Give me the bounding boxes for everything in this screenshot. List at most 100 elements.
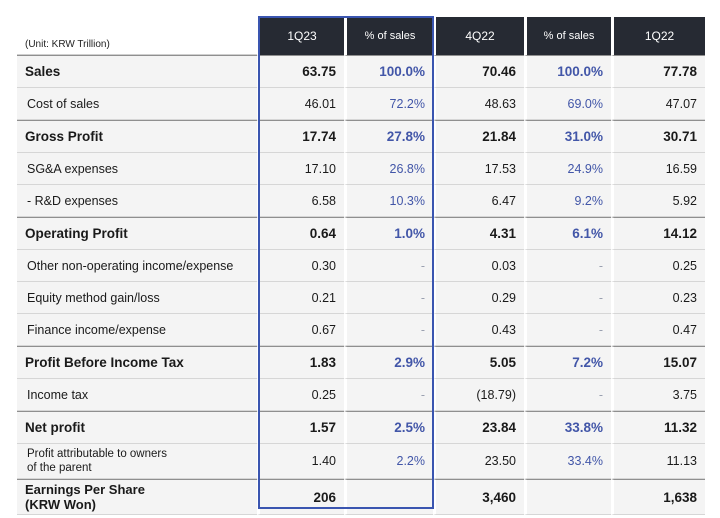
value-4q22: 4.31 — [433, 217, 524, 250]
value-1q22: 15.07 — [611, 346, 705, 379]
pct-1q23: 2.9% — [344, 346, 433, 379]
value-1q22: 0.23 — [611, 282, 705, 314]
value-1q23: 0.30 — [257, 250, 344, 282]
pct-1q23: 10.3% — [344, 185, 433, 217]
row-label: Equity method gain/loss — [17, 282, 257, 314]
table-row: Net profit 1.57 2.5% 23.84 33.8% 11.32 — [17, 411, 705, 444]
unit-label: (Unit: KRW Trillion) — [17, 17, 257, 55]
value-1q22: 14.12 — [611, 217, 705, 250]
table-row: Cost of sales 46.01 72.2% 48.63 69.0% 47.07 — [17, 88, 705, 120]
pct-4q22: - — [524, 250, 611, 282]
table-row: Gross Profit 17.74 27.8% 21.84 31.0% 30.71 — [17, 120, 705, 153]
value-1q23: 1.83 — [257, 346, 344, 379]
table-row: Sales 63.75 100.0% 70.46 100.0% 77.78 — [17, 55, 705, 88]
value-1q22: 1,638 — [611, 479, 705, 515]
table-row: Earnings Per Share (KRW Won) 206 3,460 1,638 — [17, 479, 705, 515]
value-1q22: 5.92 — [611, 185, 705, 217]
row-label: Operating Profit — [17, 217, 257, 250]
pct-1q23: 27.8% — [344, 120, 433, 153]
value-1q22: 47.07 — [611, 88, 705, 120]
row-label: - R&D expenses — [17, 185, 257, 217]
pct-1q23: 2.5% — [344, 411, 433, 444]
table-row: Finance income/expense 0.67-0.43-0.47 — [17, 314, 705, 346]
table-row: Other non-operating income/expense 0.30 -0… — [17, 250, 705, 282]
value-1q23: 206 — [257, 479, 344, 515]
pct-4q22: 24.9% — [524, 153, 611, 185]
value-1q23: 1.57 — [257, 411, 344, 444]
value-1q23: 1.40 — [257, 444, 344, 479]
pct-4q22 — [524, 479, 611, 515]
value-4q22: 0.43 — [433, 314, 524, 346]
value-4q22: 23.84 — [433, 411, 524, 444]
value-1q22: 0.25 — [611, 250, 705, 282]
value-4q22: 70.46 — [433, 55, 524, 88]
pct-4q22: 6.1% — [524, 217, 611, 250]
value-1q23: 0.25 — [257, 379, 344, 411]
pct-1q23 — [344, 479, 433, 515]
row-label: Income tax — [17, 379, 257, 411]
value-1q23: 0.64 — [257, 217, 344, 250]
value-4q22: (18.79) — [433, 379, 524, 411]
row-label: Profit attributable to owners of the pare… — [17, 444, 257, 479]
value-4q22: 0.03 — [433, 250, 524, 282]
col-header-pct-1q23: % of sales — [344, 17, 433, 55]
pct-1q23: - — [344, 282, 433, 314]
table-row: Profit Before Income Tax 1.83 2.9% 5.05 7.2%… — [17, 346, 705, 379]
pct-4q22: 7.2% — [524, 346, 611, 379]
table-row: - R&D expenses 6.58 10.3% 6.47 9.2% 5.92 — [17, 185, 705, 217]
value-1q23: 0.67 — [257, 314, 344, 346]
row-label: Sales — [17, 55, 257, 88]
value-1q22: 30.71 — [611, 120, 705, 153]
pct-4q22: 33.4% — [524, 444, 611, 479]
pct-4q22: - — [524, 314, 611, 346]
table-row: Profit attributable to owners of the pare… — [17, 444, 705, 479]
pct-1q23: 1.0% — [344, 217, 433, 250]
col-header-4q22: 4Q22 — [433, 17, 524, 55]
value-1q23: 46.01 — [257, 88, 344, 120]
value-1q23: 63.75 — [257, 55, 344, 88]
value-4q22: 0.29 — [433, 282, 524, 314]
table-row: Equity method gain/loss 0.21-0.29-0.23 — [17, 282, 705, 314]
value-1q23: 17.10 — [257, 153, 344, 185]
value-1q22: 77.78 — [611, 55, 705, 88]
value-4q22: 6.47 — [433, 185, 524, 217]
pct-4q22: 69.0% — [524, 88, 611, 120]
value-4q22: 21.84 — [433, 120, 524, 153]
pct-1q23: 72.2% — [344, 88, 433, 120]
pct-1q23: - — [344, 314, 433, 346]
row-label: Gross Profit — [17, 120, 257, 153]
row-label: SG&A expenses — [17, 153, 257, 185]
pct-4q22: 100.0% — [524, 55, 611, 88]
table-row: Operating Profit 0.64 1.0% 4.31 6.1% 14.12 — [17, 217, 705, 250]
value-1q22: 16.59 — [611, 153, 705, 185]
value-1q22: 0.47 — [611, 314, 705, 346]
value-4q22: 5.05 — [433, 346, 524, 379]
row-label: Cost of sales — [17, 88, 257, 120]
value-4q22: 48.63 — [433, 88, 524, 120]
pct-4q22: 31.0% — [524, 120, 611, 153]
header-row: (Unit: KRW Trillion) 1Q23 % of sales 4Q2… — [17, 17, 705, 55]
row-label: Other non-operating income/expense — [17, 250, 257, 282]
value-4q22: 23.50 — [433, 444, 524, 479]
value-1q22: 3.75 — [611, 379, 705, 411]
row-label: Net profit — [17, 411, 257, 444]
row-label: Profit Before Income Tax — [17, 346, 257, 379]
pct-4q22: 9.2% — [524, 185, 611, 217]
pct-1q23: 26.8% — [344, 153, 433, 185]
value-1q22: 11.13 — [611, 444, 705, 479]
value-1q23: 6.58 — [257, 185, 344, 217]
pct-1q23: 100.0% — [344, 55, 433, 88]
col-header-pct-4q22: % of sales — [524, 17, 611, 55]
pct-4q22: - — [524, 379, 611, 411]
value-1q22: 11.32 — [611, 411, 705, 444]
value-1q23: 0.21 — [257, 282, 344, 314]
col-header-1q23: 1Q23 — [257, 17, 344, 55]
pct-1q23: - — [344, 379, 433, 411]
pct-4q22: - — [524, 282, 611, 314]
pct-1q23: 2.2% — [344, 444, 433, 479]
income-statement-table: (Unit: KRW Trillion) 1Q23 % of sales 4Q2… — [17, 17, 705, 515]
col-header-1q22: 1Q22 — [611, 17, 705, 55]
value-4q22: 17.53 — [433, 153, 524, 185]
pct-4q22: 33.8% — [524, 411, 611, 444]
table-body: Sales 63.75 100.0% 70.46 100.0% 77.78 Cost of … — [17, 55, 705, 515]
